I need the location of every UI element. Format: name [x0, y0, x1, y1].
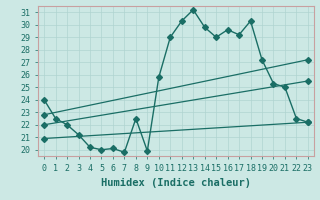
- X-axis label: Humidex (Indice chaleur): Humidex (Indice chaleur): [101, 178, 251, 188]
